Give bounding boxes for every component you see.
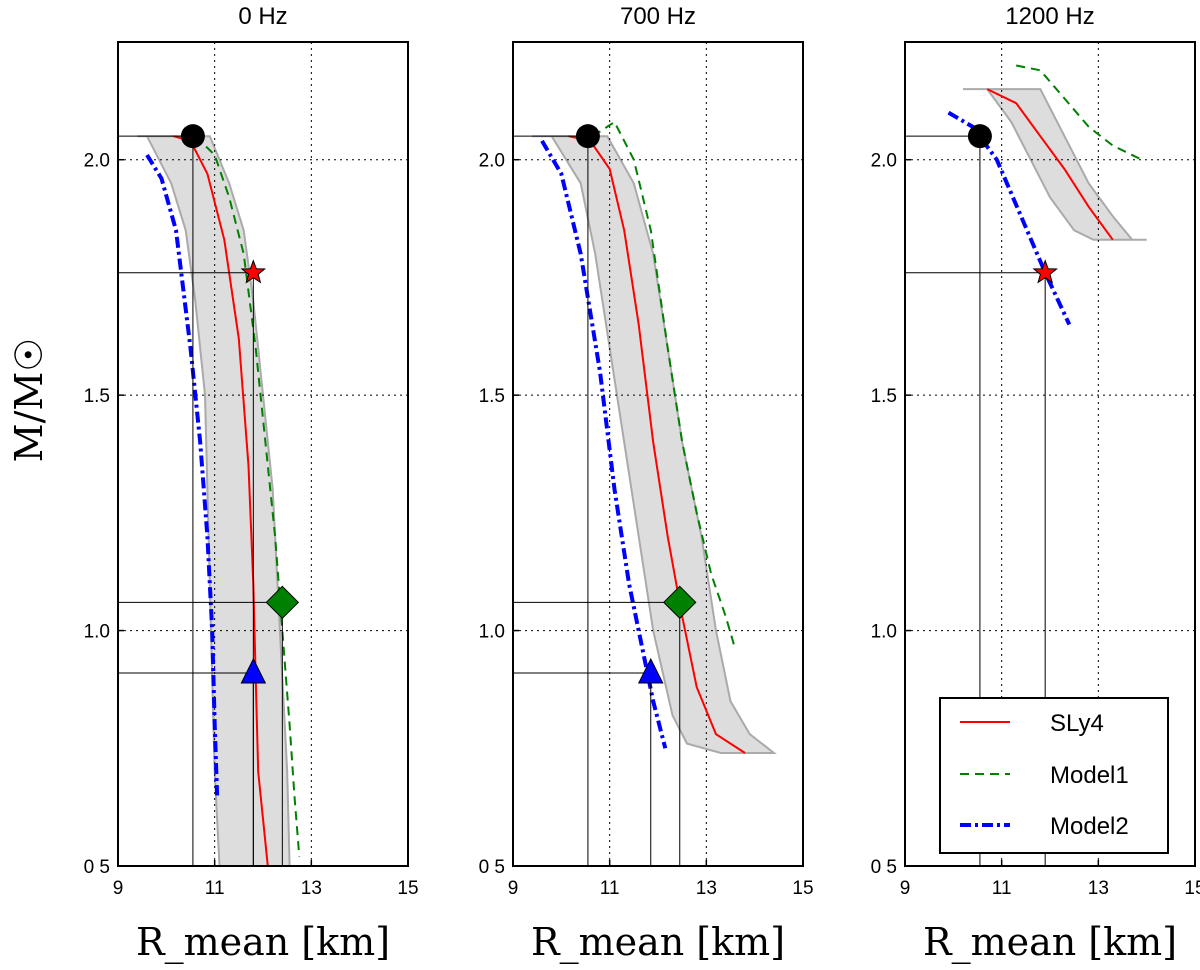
legend-model1-label: Model1 <box>1050 762 1129 789</box>
marker-diamond <box>265 585 300 620</box>
y-tick-label: 2.0 <box>871 151 897 172</box>
y-tick-label: 1.0 <box>84 622 110 643</box>
model1-line <box>1016 64 1143 161</box>
legend-sly4-label: SLy4 <box>1050 710 1104 737</box>
legend-model2-label: Model2 <box>1050 813 1129 840</box>
x-tick-label: 11 <box>992 878 1012 899</box>
sly4-line <box>568 135 746 754</box>
x-tick-label: 13 <box>696 878 717 899</box>
marker-circle <box>575 124 600 149</box>
model2-line <box>947 110 1072 326</box>
x-tick-label: 15 <box>792 878 813 899</box>
marker-circle <box>180 124 205 149</box>
model2-line <box>540 139 668 749</box>
panel-0hz: 9 11 13 15 0 5 1.0 1.5 2.0 0 Hz R_mean [km] <box>84 3 419 965</box>
y-tick-label: 1.0 <box>871 622 897 643</box>
x-tick-label: 15 <box>1184 878 1200 899</box>
marker-circle <box>967 124 992 149</box>
axes-frame <box>117 41 409 867</box>
x-tick-label: 9 <box>508 878 519 899</box>
marker-star <box>240 259 267 284</box>
y-tick-label: 1.0 <box>479 622 505 643</box>
model1-line <box>592 120 737 650</box>
y-tick-label: 1.5 <box>479 386 505 407</box>
marker-triangle <box>637 657 664 684</box>
legend: SLy4 Model1 Model2 <box>939 697 1169 854</box>
x-tick-label: 15 <box>397 878 418 899</box>
y-tick-label: 0 5 <box>871 857 897 878</box>
marker-diamond <box>663 585 697 620</box>
y-tick-label: 1.5 <box>84 386 110 407</box>
panel-title: 1200 Hz <box>1005 3 1094 30</box>
x-axis-label: R_mean [km] <box>136 920 390 965</box>
x-tick-label: 11 <box>600 878 620 899</box>
uncertainty-band <box>137 135 291 867</box>
y-tick-label: 2.0 <box>84 151 110 172</box>
marker-star <box>1032 259 1058 284</box>
panel-700hz: 9 11 13 15 0 5 1.0 1.5 2.0 700 Hz R_mean [km] <box>479 3 814 965</box>
panel-title: 0 Hz <box>238 3 287 30</box>
x-axis-label: R_mean [km] <box>923 920 1177 965</box>
y-axis-label: M/M☉ <box>7 338 51 463</box>
axes-frame <box>512 41 804 867</box>
y-axis-label-text: M/M☉ <box>7 338 51 463</box>
sly4-line <box>986 88 1114 241</box>
marker-triangle <box>240 657 267 684</box>
y-tick-label: 1.5 <box>871 386 897 407</box>
y-tick-label: 0 5 <box>479 857 505 878</box>
panel-title: 700 Hz <box>620 3 696 30</box>
legend-box <box>939 697 1169 854</box>
x-tick-label: 13 <box>301 878 322 899</box>
y-tick-label: 2.0 <box>479 151 505 172</box>
x-axis-label: R_mean [km] <box>531 920 785 965</box>
model1-line <box>194 135 301 857</box>
x-tick-label: 13 <box>1088 878 1109 899</box>
x-tick-label: 9 <box>900 878 911 899</box>
axes-frame <box>904 41 1196 867</box>
uncertainty-band <box>963 88 1147 241</box>
x-tick-label: 11 <box>205 878 225 899</box>
panel-1200hz: 9 11 13 15 0 5 1.0 1.5 2.0 1200 Hz R_mean [km] <box>871 3 1200 965</box>
sly4-line <box>173 135 269 867</box>
model2-line <box>145 153 220 796</box>
x-tick-label: 9 <box>113 878 124 899</box>
y-tick-label: 0 5 <box>84 857 110 878</box>
